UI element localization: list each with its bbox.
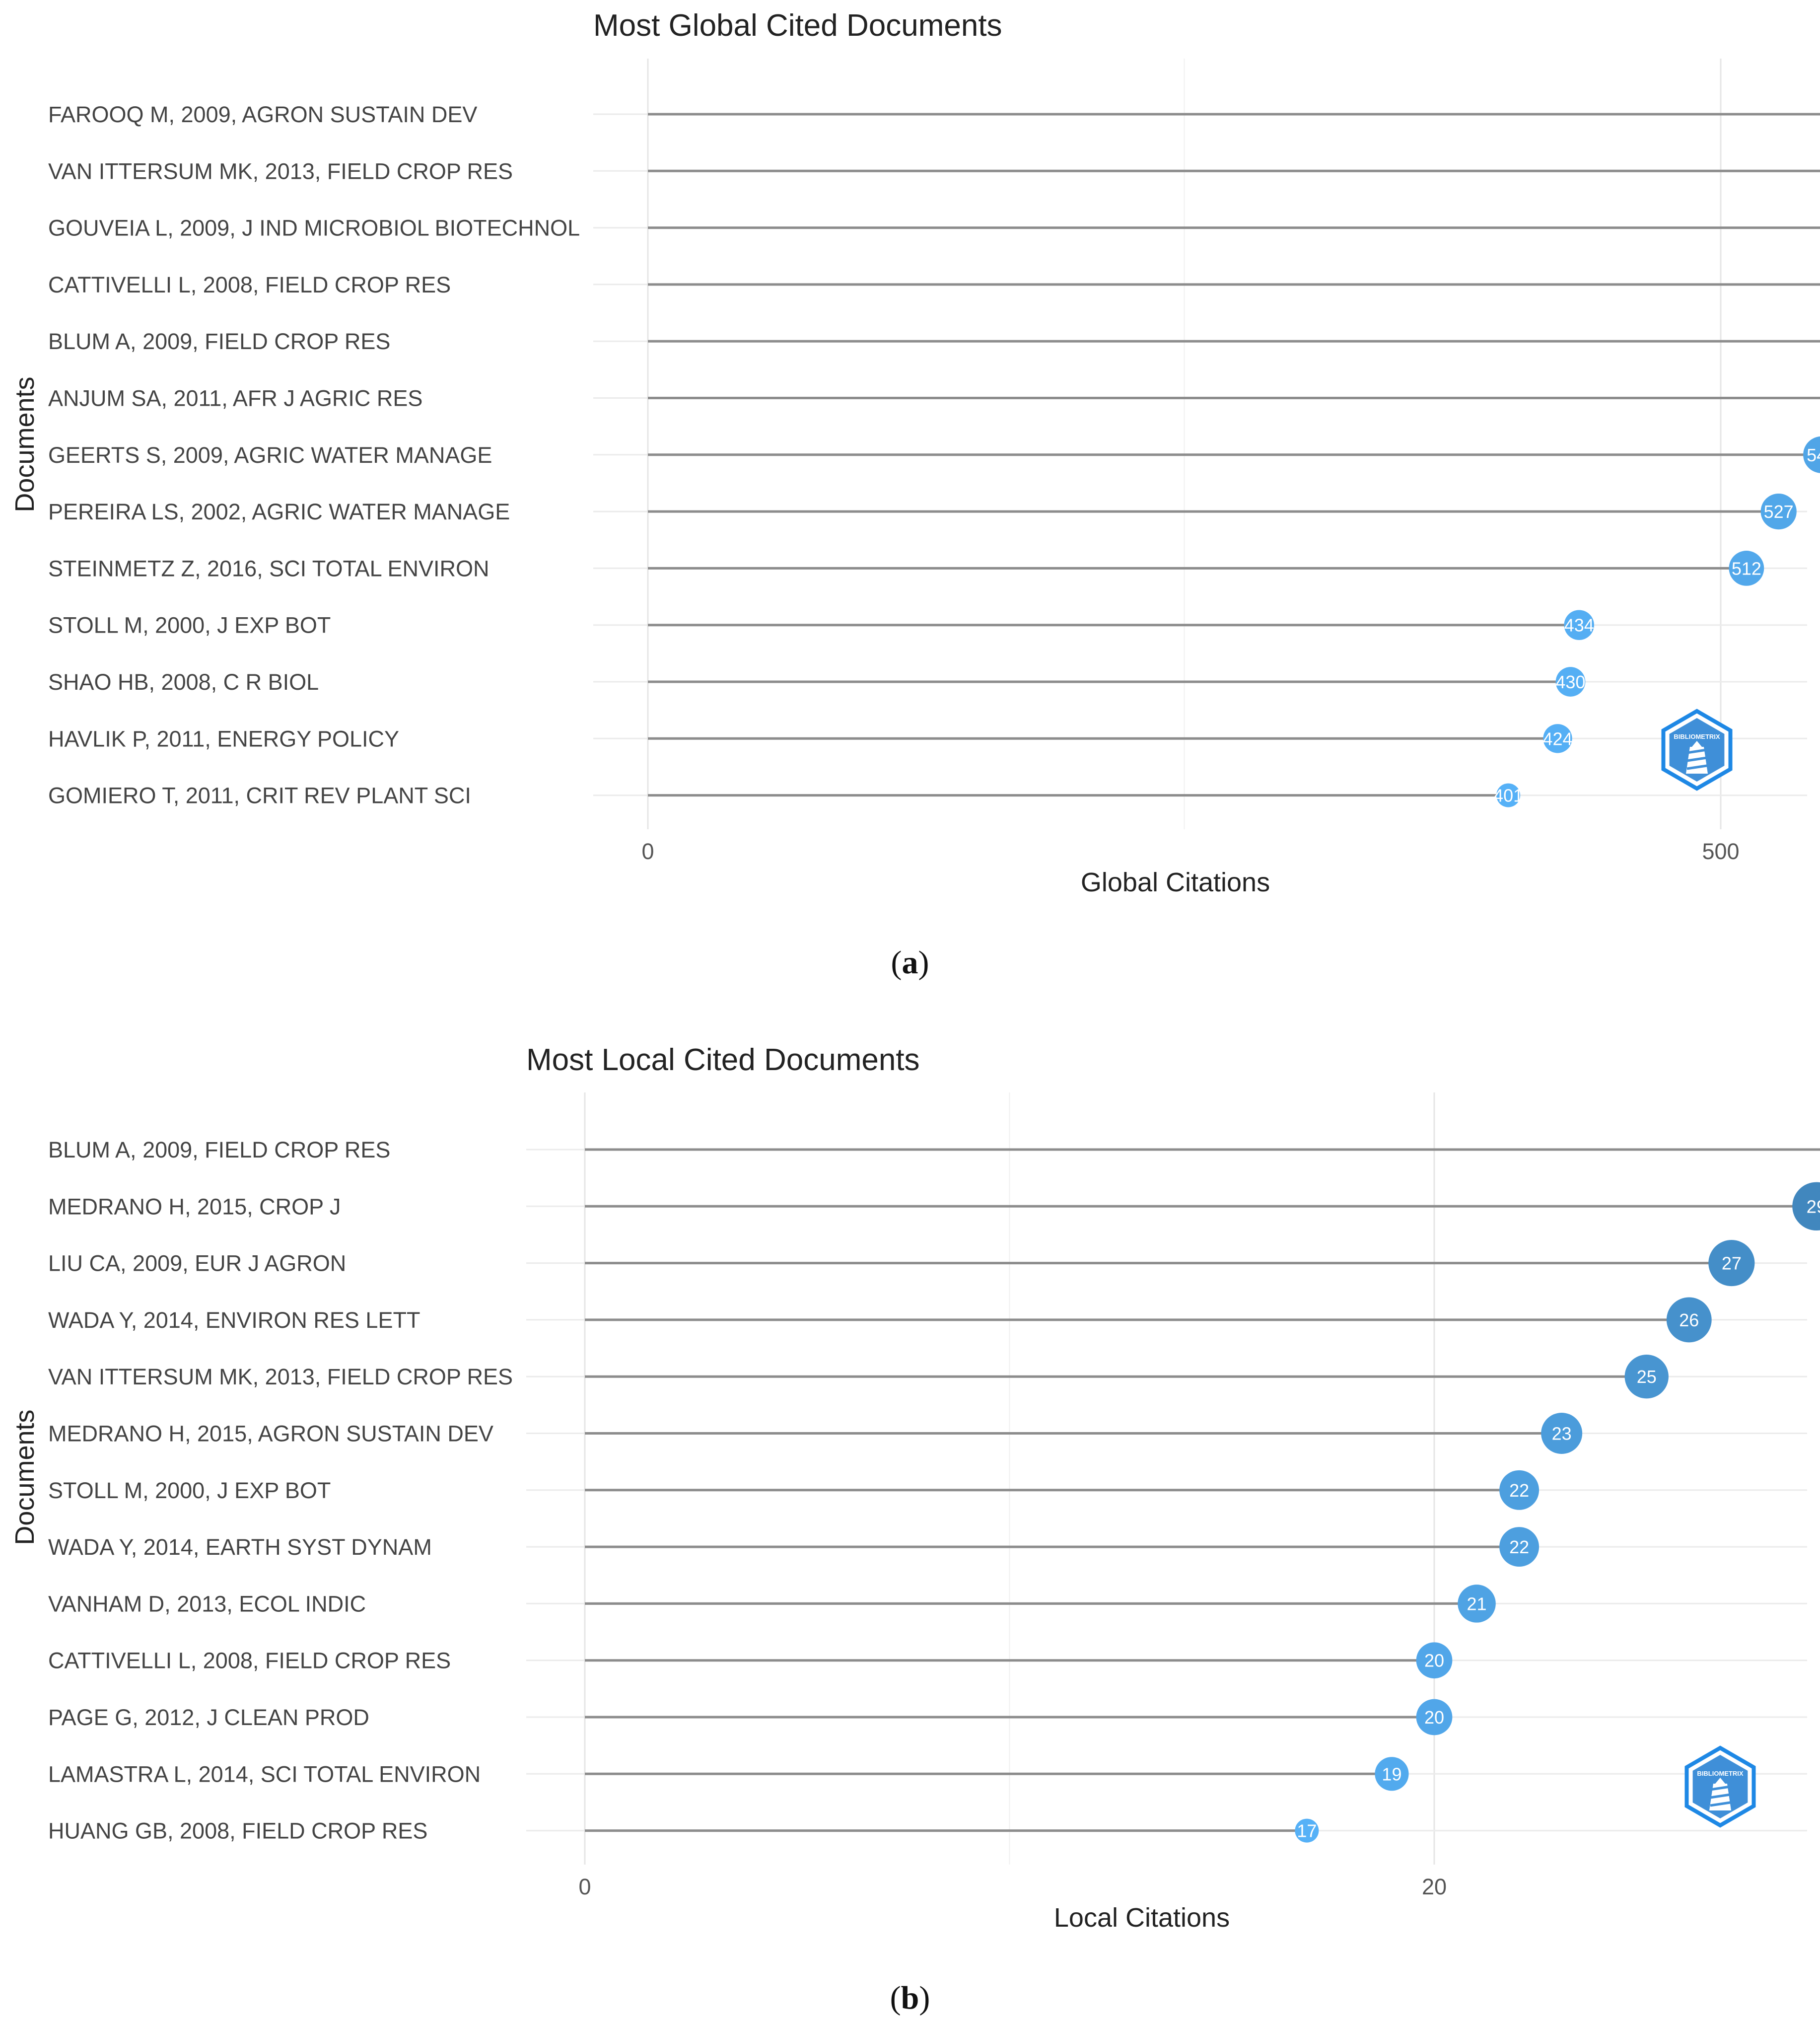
document-label: CATTIVELLI L, 2008, FIELD CROP RES bbox=[48, 1648, 451, 1673]
document-label: GOMIERO T, 2011, CRIT REV PLANT SCI bbox=[48, 783, 471, 808]
lollipop-point bbox=[1624, 1355, 1669, 1399]
data-label: 22 bbox=[1509, 1537, 1529, 1557]
chart-panel-b: Most Local Cited Documents BLUM A, 2009, … bbox=[10, 1043, 1820, 2016]
document-label: GOUVEIA L, 2009, J IND MICROBIOL BIOTECH… bbox=[48, 216, 580, 241]
chart-title: Most Local Cited Documents bbox=[526, 1043, 920, 1077]
lollipop-point bbox=[1555, 667, 1586, 697]
lollipop-point bbox=[1375, 1757, 1409, 1791]
lollipop-point bbox=[1760, 493, 1797, 530]
data-label: 512 bbox=[1732, 558, 1761, 578]
lollipop-point bbox=[1295, 1818, 1319, 1843]
y-axis-title: Documents bbox=[10, 1409, 40, 1545]
logo-text: BIBLIOMETRIX bbox=[1697, 1770, 1743, 1777]
document-label: WADA Y, 2014, ENVIRON RES LETT bbox=[48, 1307, 420, 1333]
data-label: 26 bbox=[1679, 1310, 1699, 1330]
document-label: STOLL M, 2000, J EXP BOT bbox=[48, 1478, 331, 1503]
document-label: BLUM A, 2009, FIELD CROP RES bbox=[48, 329, 390, 354]
lollipop-point bbox=[1803, 436, 1820, 473]
data-label: 401 bbox=[1493, 786, 1523, 806]
panel-caption: (b) bbox=[890, 1980, 930, 2016]
data-label: 22 bbox=[1509, 1480, 1529, 1501]
logo-stripe bbox=[1710, 1793, 1731, 1799]
document-label: ANJUM SA, 2011, AFR J AGRIC RES bbox=[48, 386, 422, 411]
document-label: HUANG GB, 2008, FIELD CROP RES bbox=[48, 1818, 427, 1844]
x-tick-label: 0 bbox=[641, 839, 654, 864]
bibliometrix-logo: BIBLIOMETRIX bbox=[1684, 1745, 1756, 1828]
lollipop-point bbox=[1496, 783, 1521, 807]
caption-paren: ) bbox=[918, 944, 929, 981]
caption-paren: ) bbox=[919, 1980, 930, 2016]
panel-caption: (a) bbox=[891, 944, 929, 981]
logo-stripe bbox=[1686, 748, 1707, 754]
lollipop-point bbox=[1416, 1642, 1453, 1679]
data-label: 527 bbox=[1764, 502, 1794, 522]
logo-stripe bbox=[1710, 1801, 1731, 1807]
bibliometrix-logo: BIBLIOMETRIX bbox=[1661, 709, 1733, 791]
document-label: PAGE G, 2012, J CLEAN PROD bbox=[48, 1705, 369, 1730]
y-axis-title: Documents bbox=[10, 376, 40, 512]
document-label: MEDRANO H, 2015, CROP J bbox=[48, 1194, 341, 1219]
data-label: 424 bbox=[1542, 728, 1572, 749]
x-tick-label: 0 bbox=[578, 1874, 591, 1899]
document-label: MEDRANO H, 2015, AGRON SUSTAIN DEV bbox=[48, 1421, 493, 1446]
lollipop-point bbox=[1416, 1699, 1453, 1735]
data-label: 21 bbox=[1467, 1593, 1487, 1614]
document-label: STOLL M, 2000, J EXP BOT bbox=[48, 613, 331, 638]
document-label: LAMASTRA L, 2014, SCI TOTAL ENVIRON bbox=[48, 1761, 481, 1787]
document-label: VANHAM D, 2013, ECOL INDIC bbox=[48, 1591, 366, 1616]
document-label: HAVLIK P, 2011, ENERGY POLICY bbox=[48, 726, 399, 751]
document-label: CATTIVELLI L, 2008, FIELD CROP RES bbox=[48, 272, 451, 297]
logo-stripe bbox=[1710, 1785, 1731, 1791]
data-label: 25 bbox=[1637, 1367, 1657, 1387]
logo-lighthouse-top bbox=[1692, 741, 1702, 747]
logo-stripe bbox=[1686, 756, 1707, 762]
caption-letter: a bbox=[902, 944, 918, 981]
document-label: WADA Y, 2014, EARTH SYST DYNAM bbox=[48, 1534, 432, 1560]
x-tick-label: 500 bbox=[1702, 839, 1739, 864]
data-label: 20 bbox=[1424, 1707, 1444, 1728]
data-label: 19 bbox=[1382, 1764, 1401, 1784]
document-label: STEINMETZ Z, 2016, SCI TOTAL ENVIRON bbox=[48, 556, 490, 581]
data-label: 17 bbox=[1297, 1821, 1317, 1841]
document-label: FAROOQ M, 2009, AGRON SUSTAIN DEV bbox=[48, 102, 477, 127]
chart-panel-a: Most Global Cited Documents FAROOQ M, 200… bbox=[10, 8, 1820, 981]
data-label: 434 bbox=[1564, 615, 1594, 636]
lollipop-point bbox=[1729, 551, 1764, 586]
document-label: VAN ITTERSUM MK, 2013, FIELD CROP RES bbox=[48, 158, 513, 184]
lollipop-point bbox=[1564, 610, 1594, 640]
document-label: BLUM A, 2009, FIELD CROP RES bbox=[48, 1137, 390, 1162]
lollipop-point bbox=[1458, 1585, 1496, 1623]
lollipop-point bbox=[1792, 1182, 1820, 1231]
caption-letter: b bbox=[901, 1980, 919, 2016]
document-label: GEERTS S, 2009, AGRIC WATER MANAGE bbox=[48, 442, 492, 468]
chart-title: Most Global Cited Documents bbox=[593, 8, 1002, 43]
data-label: 20 bbox=[1424, 1651, 1444, 1671]
data-label: 27 bbox=[1722, 1253, 1742, 1274]
x-tick-label: 20 bbox=[1422, 1874, 1447, 1899]
data-label: 430 bbox=[1555, 672, 1585, 692]
data-label: 547 bbox=[1807, 445, 1820, 465]
caption-paren: ( bbox=[891, 944, 902, 981]
lollipop-point bbox=[1541, 1413, 1583, 1454]
lollipop-point bbox=[1499, 1527, 1540, 1567]
document-label: LIU CA, 2009, EUR J AGRON bbox=[48, 1251, 346, 1276]
data-label: 29 bbox=[1807, 1196, 1820, 1217]
lollipop-point bbox=[1543, 724, 1572, 753]
logo-stripe bbox=[1686, 764, 1707, 770]
logo-text: BIBLIOMETRIX bbox=[1674, 733, 1720, 740]
lollipop-point bbox=[1666, 1297, 1712, 1343]
x-axis-title: Local Citations bbox=[1054, 1903, 1230, 1933]
caption-paren: ( bbox=[890, 1980, 901, 2016]
logo-lighthouse-top bbox=[1715, 1778, 1725, 1784]
lollipop-point bbox=[1708, 1240, 1755, 1287]
document-label: SHAO HB, 2008, C R BIOL bbox=[48, 669, 319, 695]
document-label: PEREIRA LS, 2002, AGRIC WATER MANAGE bbox=[48, 499, 510, 524]
x-axis-title: Global Citations bbox=[1081, 867, 1270, 897]
data-label: 23 bbox=[1552, 1423, 1572, 1444]
document-label: VAN ITTERSUM MK, 2013, FIELD CROP RES bbox=[48, 1364, 513, 1389]
lollipop-point bbox=[1499, 1470, 1540, 1510]
